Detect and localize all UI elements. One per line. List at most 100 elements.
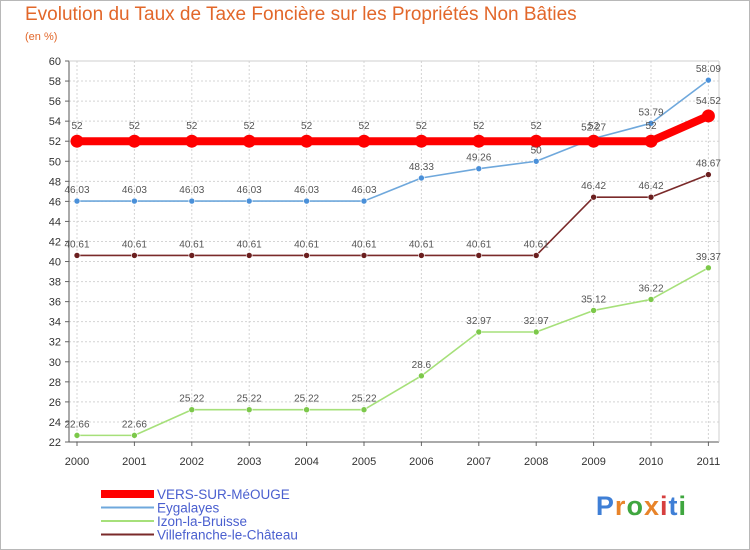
data-point — [70, 134, 84, 148]
data-label: 46.03 — [122, 185, 147, 196]
data-label: 52 — [186, 121, 198, 132]
logo-letter: r — [614, 491, 627, 521]
data-label: 48.67 — [696, 159, 721, 170]
y-tick-label: 46 — [49, 196, 61, 208]
data-point — [647, 193, 655, 201]
data-label: 50 — [531, 145, 543, 156]
data-point — [647, 119, 655, 127]
data-label: 52 — [358, 121, 370, 132]
data-point — [73, 432, 81, 439]
data-point — [647, 296, 655, 303]
data-label: 58.09 — [696, 64, 721, 75]
data-label: 46.42 — [638, 181, 663, 192]
y-tick-label: 28 — [49, 377, 61, 389]
data-label: 46.03 — [179, 185, 204, 196]
data-point — [73, 252, 81, 259]
logo-letter: i — [678, 491, 687, 521]
data-point — [418, 174, 425, 182]
data-label: 32.97 — [524, 316, 549, 327]
chart-title: Evolution du Taux de Taxe Foncière sur l… — [25, 4, 577, 25]
logo-letter: i — [659, 491, 669, 521]
x-tick-label: 2007 — [467, 456, 491, 468]
series-line — [77, 112, 711, 146]
data-label: 46.03 — [237, 185, 262, 196]
data-point — [357, 134, 371, 148]
y-tick-label: 30 — [49, 357, 61, 369]
data-label: 46.03 — [64, 185, 89, 196]
data-label: 36.22 — [638, 283, 663, 294]
data-label: 40.61 — [466, 239, 491, 250]
data-point — [303, 406, 310, 414]
data-label: 25.22 — [294, 394, 319, 405]
series-line — [77, 173, 709, 257]
x-tick-label: 2006 — [409, 456, 433, 468]
data-point — [644, 134, 658, 148]
data-point — [532, 252, 540, 259]
x-tick-label: 2002 — [180, 456, 204, 468]
data-label: 22.66 — [64, 419, 89, 430]
data-label: 49.26 — [466, 153, 491, 164]
data-label: 40.61 — [237, 239, 262, 250]
data-point — [529, 134, 543, 148]
legend-label: Izon-la-Bruisse — [157, 514, 247, 529]
data-point — [705, 76, 712, 84]
x-tick-label: 2001 — [122, 456, 146, 468]
data-point — [705, 264, 712, 272]
data-point — [185, 134, 199, 148]
data-point — [245, 252, 253, 259]
data-point — [701, 109, 715, 123]
data-label: 46.03 — [294, 185, 319, 196]
data-point — [475, 252, 483, 259]
data-point — [242, 134, 256, 148]
logo-letter: x — [643, 491, 660, 521]
data-label: 32.97 — [466, 316, 491, 327]
data-label: 52 — [531, 121, 543, 132]
data-point — [414, 134, 428, 148]
proxiti-logo: Proxiti — [596, 491, 687, 522]
data-point — [475, 328, 483, 336]
y-tick-label: 56 — [49, 96, 61, 108]
data-point — [360, 252, 368, 259]
data-label: 52 — [301, 121, 313, 132]
y-tick-label: 32 — [49, 337, 61, 349]
x-tick-label: 2003 — [237, 456, 261, 468]
x-tick-label: 2005 — [352, 456, 376, 468]
data-label: 25.22 — [179, 394, 204, 405]
data-point — [360, 197, 368, 205]
y-tick-label: 34 — [49, 317, 61, 329]
legend-label: Villefranche-le-Château — [157, 528, 298, 543]
x-tick-label: 2009 — [581, 456, 605, 468]
data-label: 46.42 — [581, 181, 606, 192]
series-line — [77, 79, 709, 202]
data-label: 52 — [416, 121, 428, 132]
data-point — [475, 165, 483, 172]
data-label: 25.22 — [351, 394, 376, 405]
data-point — [188, 406, 196, 414]
data-label: 52.27 — [581, 123, 606, 134]
data-point — [245, 197, 253, 205]
data-label: 52 — [473, 121, 485, 132]
data-point — [590, 307, 597, 314]
y-tick-label: 60 — [49, 56, 61, 68]
plot-area — [69, 61, 719, 442]
data-label: 35.12 — [581, 294, 606, 305]
logo-letter: t — [668, 491, 679, 521]
data-label: 40.61 — [524, 239, 549, 250]
data-label: 40.61 — [294, 239, 319, 250]
data-label: 40.61 — [351, 239, 376, 250]
x-tick-label: 2004 — [294, 456, 318, 468]
legend-label: VERS-SUR-MéOUGE — [157, 487, 290, 502]
x-tick-label: 2000 — [65, 456, 89, 468]
data-point — [705, 171, 712, 178]
data-label: 46.03 — [351, 185, 376, 196]
data-point — [418, 252, 425, 259]
data-point — [131, 252, 138, 259]
data-label: 40.61 — [409, 239, 434, 250]
data-point — [472, 134, 486, 148]
data-point — [131, 432, 138, 439]
y-tick-label: 26 — [49, 397, 61, 409]
x-tick-label: 2011 — [697, 456, 721, 468]
data-point — [127, 134, 141, 148]
